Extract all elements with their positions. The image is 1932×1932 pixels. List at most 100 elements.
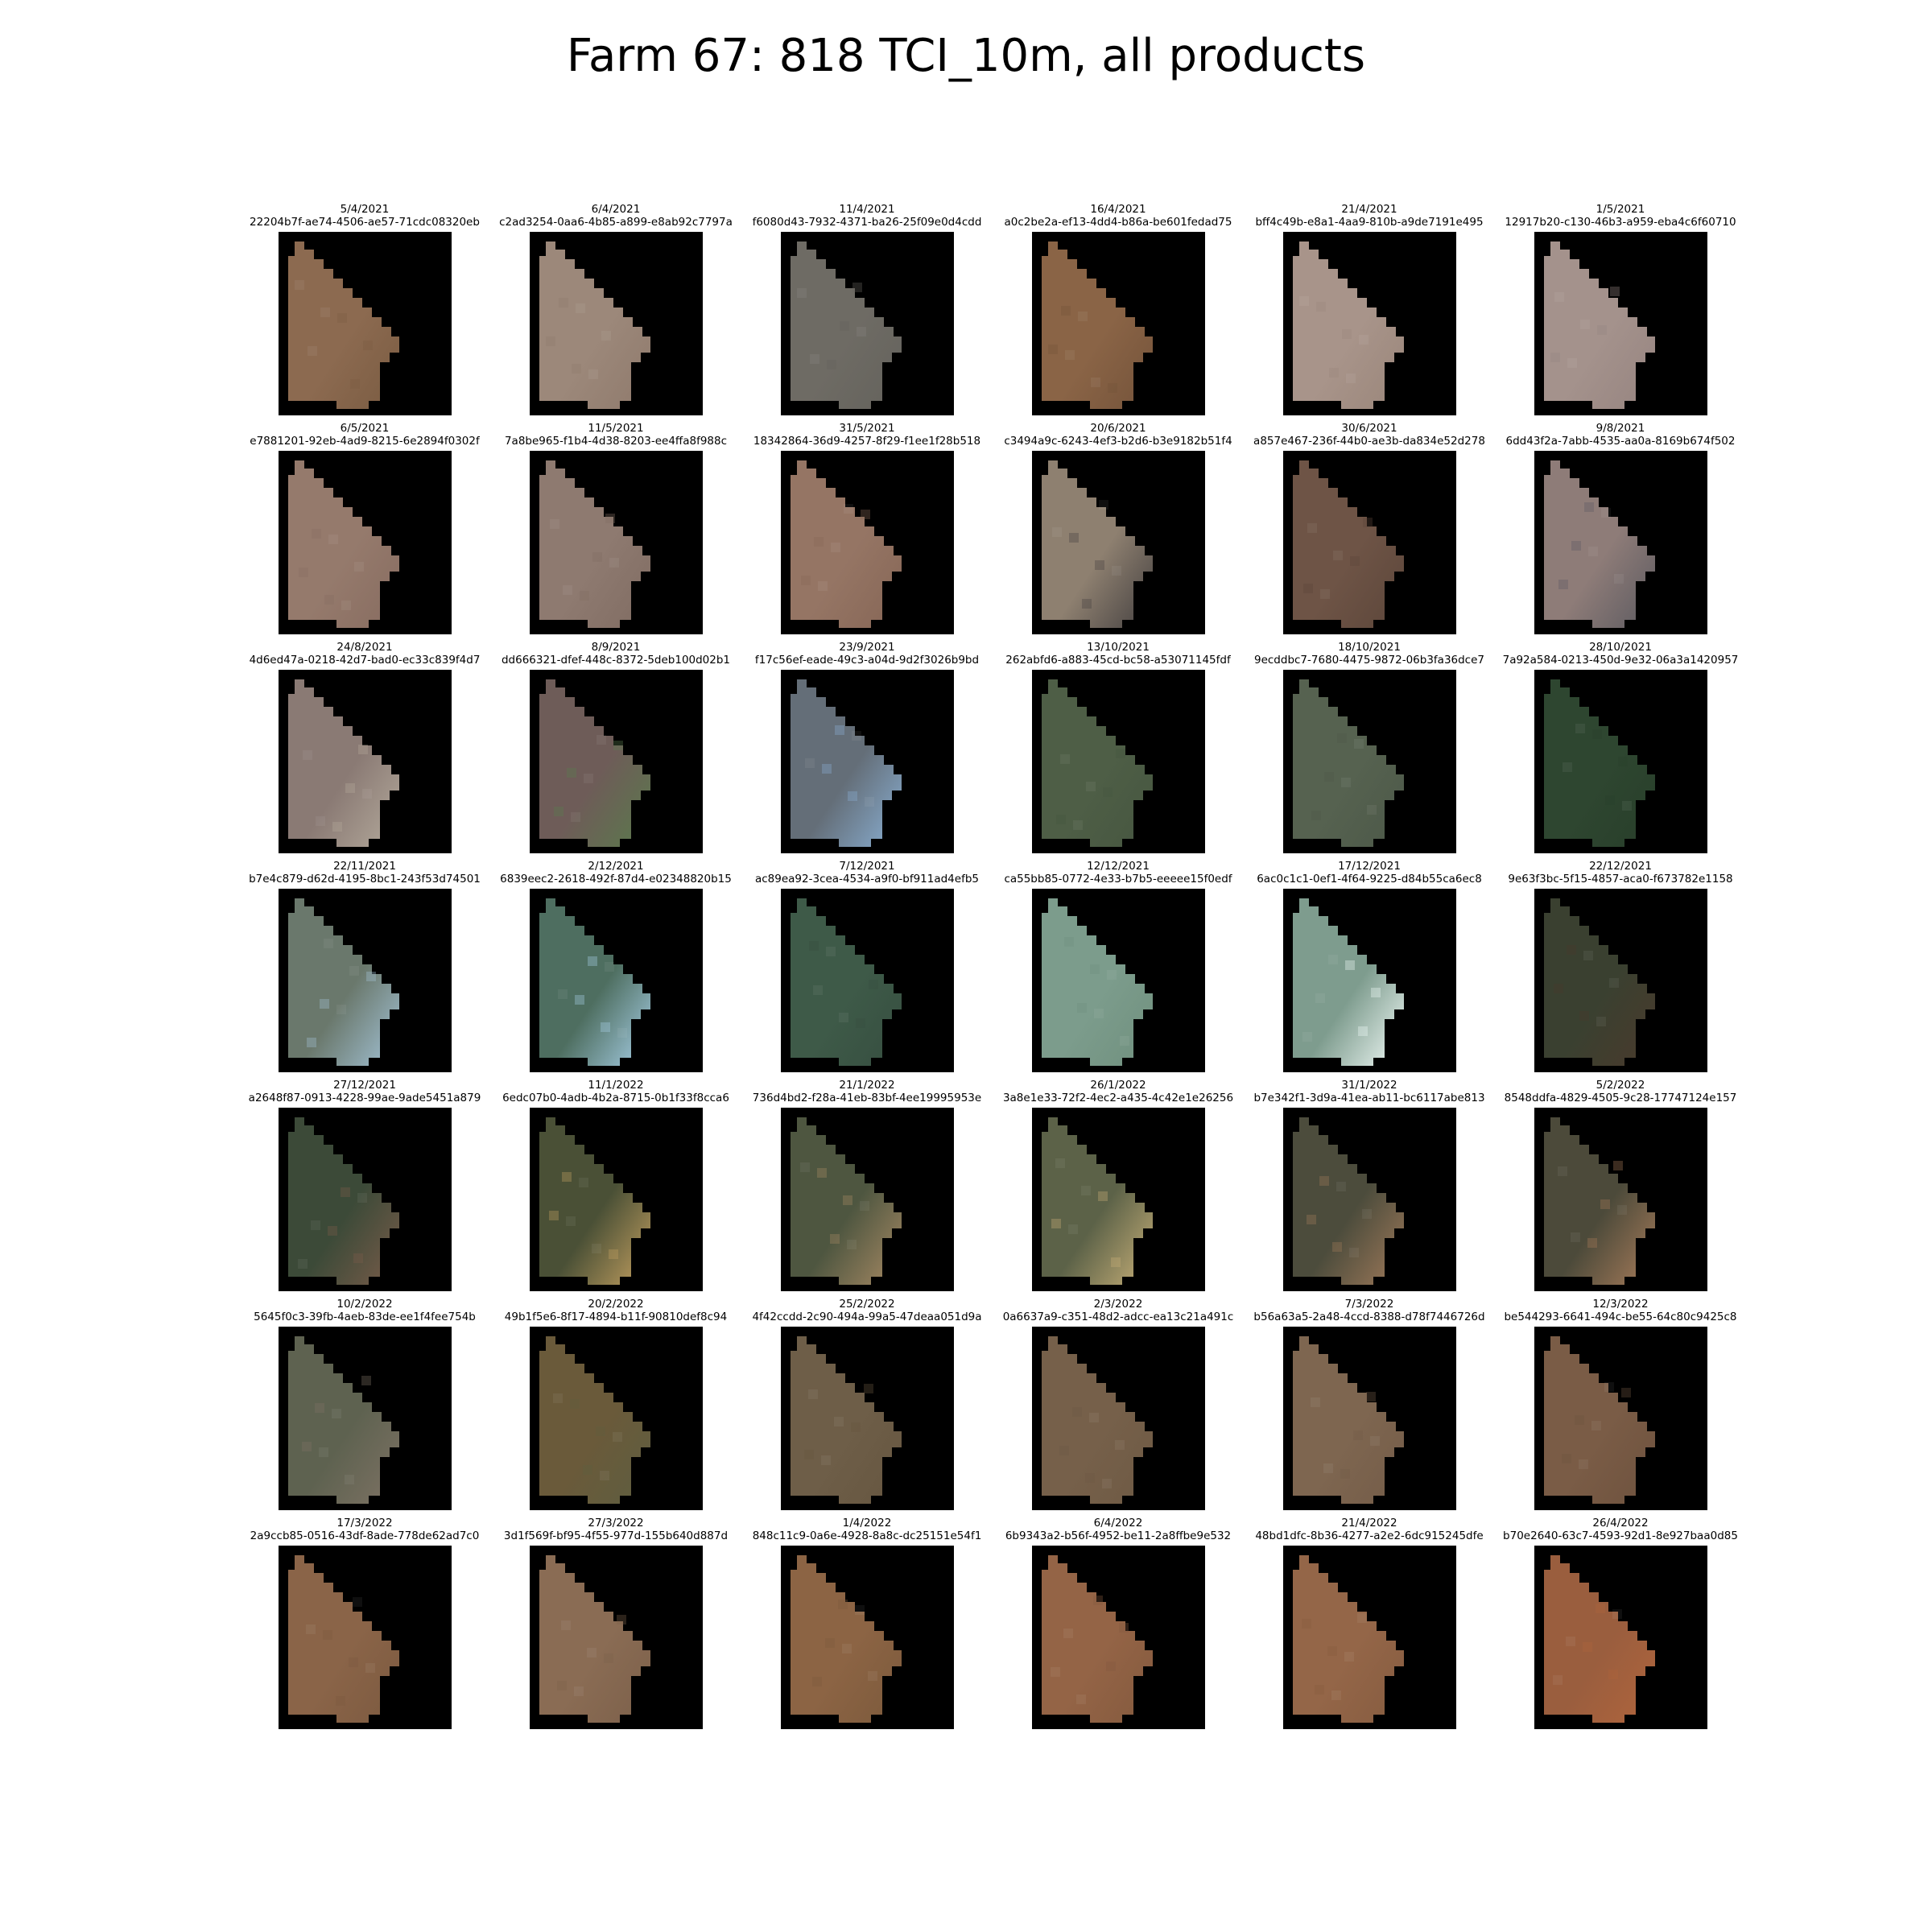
thumbnail-date: 21/1/2022	[839, 1079, 895, 1092]
field-polygon	[288, 898, 399, 1066]
thumbnail-product-id: 6edc07b0-4adb-4b2a-8715-0b1f33f8cca6	[502, 1092, 729, 1104]
field-thumbnail-image	[530, 1108, 703, 1291]
thumbnail-cell: 28/10/2021 7a92a584-0213-450d-9e32-06a3a1…	[1497, 641, 1744, 858]
thumbnail-date: 20/6/2021	[1090, 422, 1146, 435]
thumbnail-date: 7/12/2021	[839, 860, 895, 873]
thumbnail-product-id: a2648f87-0913-4228-99ae-9ade5451a879	[248, 1092, 481, 1104]
thumbnail-date: 20/2/2022	[588, 1298, 644, 1311]
field-thumbnail-image	[279, 889, 452, 1072]
field-thumbnail-image	[1534, 1327, 1707, 1510]
thumbnail-product-id: ca55bb85-0772-4e33-b7b5-eeeee15f0edf	[1004, 873, 1232, 886]
thumbnail-date: 26/4/2022	[1592, 1517, 1649, 1530]
thumbnail-date: 2/3/2022	[1093, 1298, 1143, 1311]
thumbnail-product-id: dd666321-dfef-448c-8372-5deb100d02b1	[501, 654, 731, 667]
thumbnail-date: 1/5/2021	[1596, 203, 1645, 216]
thumbnail-date: 1/4/2022	[842, 1517, 892, 1530]
field-thumbnail-image	[781, 670, 954, 853]
field-thumbnail-image	[530, 232, 703, 415]
field-thumbnail-image	[279, 1546, 452, 1729]
thumbnail-product-id: 12917b20-c130-46b3-a959-eba4c6f60710	[1505, 216, 1736, 229]
field-thumbnail-image	[1283, 889, 1456, 1072]
thumbnail-product-id: ac89ea92-3cea-4534-a9f0-bf911ad4efb5	[754, 873, 979, 886]
field-thumbnail-image	[279, 1108, 452, 1291]
thumbnail-date: 24/8/2021	[336, 641, 393, 654]
thumbnail-date: 6/4/2021	[591, 203, 641, 216]
field-polygon	[1544, 242, 1655, 409]
thumbnail-cell: 30/6/2021 a857e467-236f-44b0-ae3b-da834e5…	[1246, 422, 1492, 639]
field-polygon	[1544, 1336, 1655, 1504]
thumbnail-product-id: 4f42ccdd-2c90-494a-99a5-47deaa051d9a	[752, 1311, 982, 1323]
thumbnail-date: 17/12/2021	[1338, 860, 1401, 873]
thumbnail-cell: 13/10/2021 262abfd6-a883-45cd-bc58-a53071…	[995, 641, 1241, 858]
field-thumbnail-image	[1283, 670, 1456, 853]
figure-title: Farm 67: 818 TCI_10m, all products	[566, 30, 1366, 82]
field-thumbnail-image	[1032, 1327, 1205, 1510]
thumbnail-cell: 21/4/2022 48bd1dfc-8b36-4277-a2e2-6dc9152…	[1246, 1517, 1492, 1734]
field-polygon	[1293, 679, 1404, 847]
field-polygon	[791, 898, 902, 1066]
field-thumbnail-image	[530, 670, 703, 853]
field-polygon	[1293, 1117, 1404, 1285]
thumbnail-cell: 5/4/2021 22204b7f-ae74-4506-ae57-71cdc083…	[242, 203, 488, 420]
thumbnail-product-id: b7e342f1-3d9a-41ea-ab11-bc6117abe813	[1253, 1092, 1485, 1104]
thumbnail-date: 22/12/2021	[1589, 860, 1652, 873]
thumbnail-date: 27/3/2022	[588, 1517, 644, 1530]
field-polygon	[1042, 1117, 1153, 1285]
thumbnail-product-id: c2ad3254-0aa6-4b85-a899-e8ab92c7797a	[499, 216, 733, 229]
thumbnail-cell: 18/10/2021 9ecddbc7-7680-4475-9872-06b3fa…	[1246, 641, 1492, 858]
thumbnail-cell: 12/3/2022 be544293-6641-494c-be55-64c80c9…	[1497, 1298, 1744, 1515]
field-polygon	[1042, 679, 1153, 847]
thumbnail-cell: 31/1/2022 b7e342f1-3d9a-41ea-ab11-bc6117a…	[1246, 1079, 1492, 1296]
thumbnail-cell: 7/3/2022 b56a63a5-2a48-4ccd-8388-d78f7446…	[1246, 1298, 1492, 1515]
thumbnail-cell: 12/12/2021 ca55bb85-0772-4e33-b7b5-eeeee1…	[995, 860, 1241, 1077]
field-thumbnail-image	[1283, 232, 1456, 415]
thumbnail-product-id: b70e2640-63c7-4593-92d1-8e927baa0d85	[1503, 1530, 1738, 1542]
field-thumbnail-image	[279, 451, 452, 634]
thumbnail-product-id: 5645f0c3-39fb-4aeb-83de-ee1f4fee754b	[254, 1311, 476, 1323]
thumbnail-date: 17/3/2022	[336, 1517, 393, 1530]
thumbnail-product-id: a857e467-236f-44b0-ae3b-da834e52d278	[1253, 435, 1485, 448]
field-polygon	[288, 1555, 399, 1723]
thumbnail-cell: 2/3/2022 0a6637a9-c351-48d2-adcc-ea13c21a…	[995, 1298, 1241, 1515]
thumbnail-date: 27/12/2021	[333, 1079, 396, 1092]
field-thumbnail-image	[279, 670, 452, 853]
field-thumbnail-image	[781, 232, 954, 415]
thumbnail-cell: 1/5/2021 12917b20-c130-46b3-a959-eba4c6f6…	[1497, 203, 1744, 420]
thumbnail-date: 5/4/2021	[340, 203, 390, 216]
thumbnail-cell: 27/3/2022 3d1f569f-bf95-4f55-977d-155b640…	[493, 1517, 739, 1734]
field-polygon	[1293, 460, 1404, 628]
thumbnail-date: 2/12/2021	[588, 860, 644, 873]
thumbnail-cell: 11/1/2022 6edc07b0-4adb-4b2a-8715-0b1f33f…	[493, 1079, 739, 1296]
field-polygon	[539, 1555, 650, 1723]
field-thumbnail-image	[1032, 232, 1205, 415]
field-polygon	[1544, 1555, 1655, 1723]
thumbnail-product-id: 4d6ed47a-0218-42d7-bad0-ec33c839f4d7	[249, 654, 481, 667]
field-thumbnail-image	[1032, 1108, 1205, 1291]
thumbnail-product-id: be544293-6641-494c-be55-64c80c9425c8	[1504, 1311, 1737, 1323]
thumbnail-date: 8/9/2021	[591, 641, 641, 654]
field-polygon	[1042, 242, 1153, 409]
thumbnail-cell: 16/4/2021 a0c2be2a-ef13-4dd4-b86a-be601fe…	[995, 203, 1241, 420]
thumbnail-cell: 20/6/2021 c3494a9c-6243-4ef3-b2d6-b3e9182…	[995, 422, 1241, 639]
thumbnail-product-id: 3d1f569f-bf95-4f55-977d-155b640d887d	[503, 1530, 729, 1542]
thumbnail-product-id: 7a92a584-0213-450d-9e32-06a3a1420957	[1502, 654, 1739, 667]
thumbnail-product-id: 9ecddbc7-7680-4475-9872-06b3fa36dce7	[1253, 654, 1485, 667]
field-thumbnail-image	[530, 1546, 703, 1729]
field-polygon	[539, 679, 650, 847]
thumbnail-product-id: 2a9ccb85-0516-43df-8ade-778de62ad7c0	[250, 1530, 480, 1542]
field-polygon	[288, 1117, 399, 1285]
thumbnail-cell: 23/9/2021 f17c56ef-eade-49c3-a04d-9d2f302…	[744, 641, 990, 858]
thumbnail-cell: 24/8/2021 4d6ed47a-0218-42d7-bad0-ec33c83…	[242, 641, 488, 858]
thumbnail-cell: 10/2/2022 5645f0c3-39fb-4aeb-83de-ee1f4fe…	[242, 1298, 488, 1515]
thumbnail-date: 25/2/2022	[839, 1298, 895, 1311]
thumbnail-cell: 6/4/2022 6b9343a2-b56f-4952-be11-2a8ffbe9…	[995, 1517, 1241, 1734]
thumbnail-date: 23/9/2021	[839, 641, 895, 654]
field-polygon	[539, 898, 650, 1066]
thumbnail-cell: 2/12/2021 6839eec2-2618-492f-87d4-e023488…	[493, 860, 739, 1077]
thumbnail-cell: 25/2/2022 4f42ccdd-2c90-494a-99a5-47deaa0…	[744, 1298, 990, 1515]
thumbnail-cell: 27/12/2021 a2648f87-0913-4228-99ae-9ade54…	[242, 1079, 488, 1296]
thumbnail-product-id: a0c2be2a-ef13-4dd4-b86a-be601fedad75	[1004, 216, 1232, 229]
thumbnail-cell: 22/11/2021 b7e4c879-d62d-4195-8bc1-243f53…	[242, 860, 488, 1077]
thumbnail-date: 16/4/2021	[1090, 203, 1146, 216]
thumbnail-date: 26/1/2022	[1090, 1079, 1146, 1092]
